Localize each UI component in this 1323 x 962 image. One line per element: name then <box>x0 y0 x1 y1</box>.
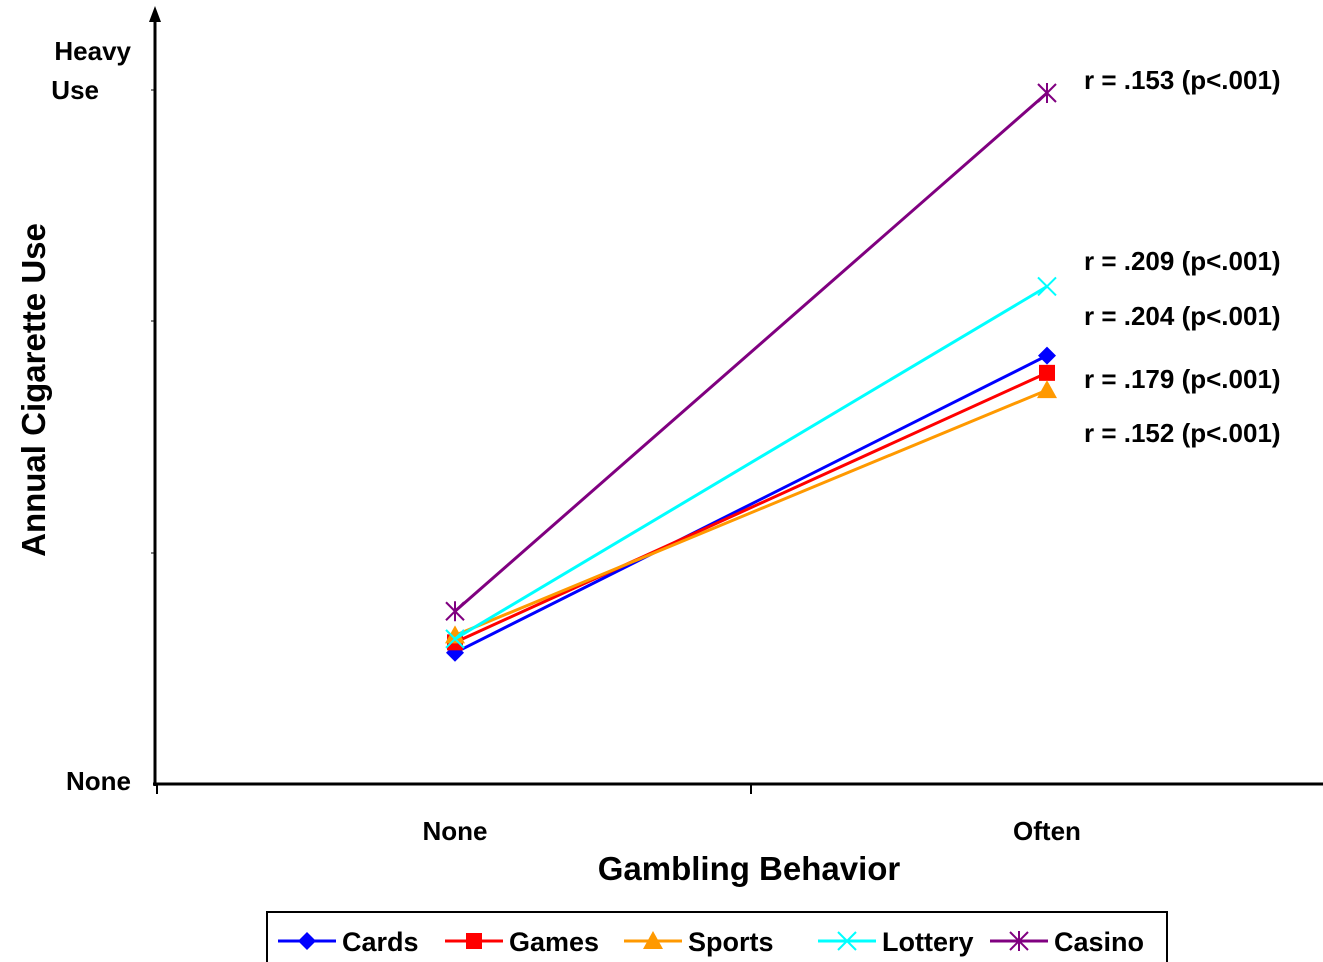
series-lottery <box>445 276 1057 649</box>
data-point-casino-0 <box>445 601 465 622</box>
annotation-cards: r = .204 (p<.001) <box>1084 301 1281 331</box>
x-tick-label-none: None <box>423 816 488 846</box>
data-point-lottery-0 <box>445 629 465 649</box>
series-line-lottery <box>454 285 1048 641</box>
data-point-casino-1 <box>1037 83 1057 103</box>
legend-label-sports: Sports <box>688 927 774 957</box>
y-tick-label-heavy: Heavy <box>54 36 131 66</box>
annotation-sports: r = .152 (p<.001) <box>1084 418 1281 448</box>
legend-item-cards: Cards <box>278 927 419 957</box>
legend-marker-casino <box>1009 931 1029 951</box>
legend-marker-games <box>466 933 482 949</box>
legend-label-casino: Casino <box>1054 927 1144 957</box>
legend-marker-sports <box>643 931 663 949</box>
y-axis-title: Annual Cigarette Use <box>15 223 52 557</box>
x-tick-label-often: Often <box>1013 816 1081 846</box>
legend-box <box>266 911 1168 962</box>
y-tick-label-use: Use <box>51 75 99 105</box>
data-point-sports-0 <box>445 625 465 644</box>
series-line-cards <box>454 354 1048 655</box>
annotation-lottery: r = .209 (p<.001) <box>1084 246 1281 276</box>
legend-marker-cards <box>298 932 316 950</box>
legend-label-games: Games <box>509 927 599 957</box>
annotation-casino: r = .153 (p<.001) <box>1084 65 1281 95</box>
data-point-games-1 <box>1039 364 1055 381</box>
legend: Cards Games Sports Lottery Casino <box>266 911 1168 962</box>
data-point-sports-1 <box>1037 380 1057 399</box>
series-line-casino <box>454 91 1048 613</box>
series-cards <box>446 346 1056 662</box>
legend-item-games: Games <box>445 927 599 957</box>
series-layer <box>445 83 1057 662</box>
y-axis <box>149 6 161 786</box>
series-sports <box>445 380 1057 644</box>
data-point-lottery-1 <box>1037 276 1057 297</box>
y-tick-label-none: None <box>66 766 131 796</box>
annotation-games: r = .179 (p<.001) <box>1084 364 1281 394</box>
legend-label-lottery: Lottery <box>882 927 974 957</box>
series-casino <box>445 83 1057 622</box>
x-axis-title: Gambling Behavior <box>598 850 901 887</box>
legend-item-sports: Sports <box>624 927 774 957</box>
series-line-games <box>454 371 1048 644</box>
series-line-sports <box>454 388 1048 637</box>
legend-label-cards: Cards <box>342 927 419 957</box>
series-games <box>447 364 1055 651</box>
legend-marker-lottery <box>837 931 857 951</box>
x-axis <box>153 782 1323 794</box>
legend-item-lottery: Lottery <box>818 927 974 957</box>
y-axis-arrow-icon <box>149 6 161 22</box>
data-point-cards-1 <box>1038 346 1056 365</box>
legend-item-casino: Casino <box>990 927 1144 957</box>
